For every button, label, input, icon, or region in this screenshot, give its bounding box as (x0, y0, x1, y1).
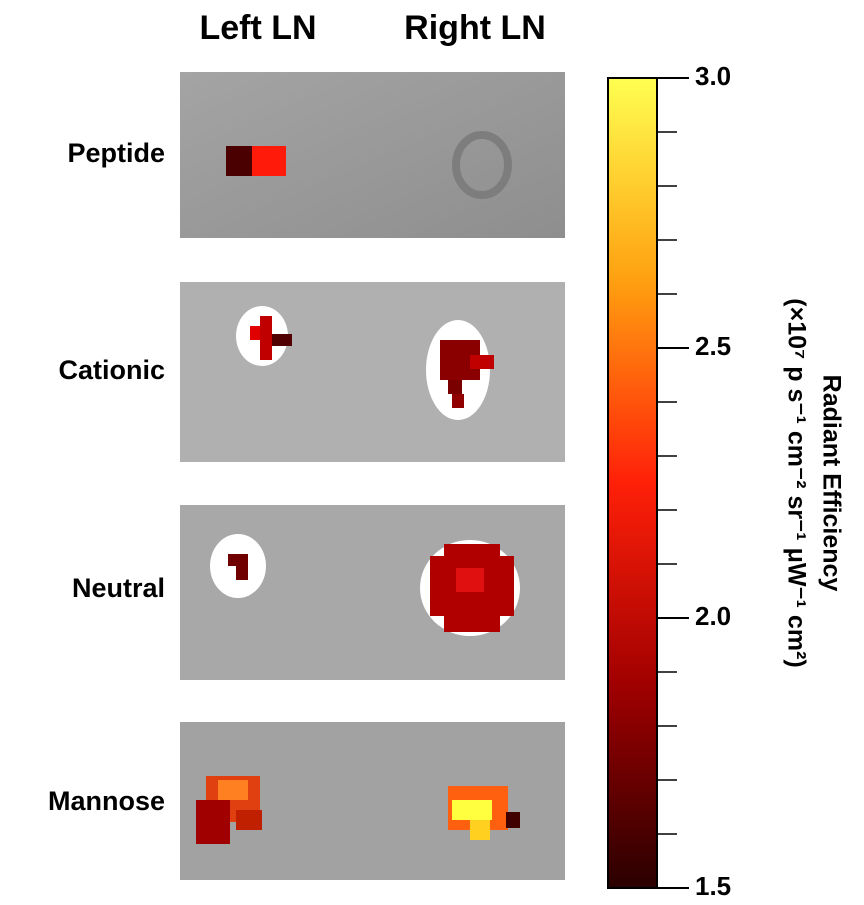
signal (448, 380, 462, 394)
row-label: Neutral (72, 573, 165, 603)
signal (452, 394, 464, 408)
figure: Left LN Right LN (0, 0, 864, 905)
signal (236, 810, 262, 830)
column-header: Left LN (199, 9, 316, 47)
signal (506, 812, 520, 828)
signal (452, 800, 492, 820)
signal (456, 568, 484, 592)
tick-label: 3.0 (695, 61, 731, 91)
tick-label: 2.5 (695, 331, 731, 361)
tick-label: 1.5 (695, 871, 731, 901)
signal (470, 355, 494, 369)
tick-label: 2.0 (695, 601, 731, 631)
image-panel (180, 282, 565, 462)
colorbar (608, 78, 657, 888)
signal (236, 566, 248, 580)
row-label: Peptide (67, 138, 165, 168)
signal (228, 554, 248, 566)
signal (252, 146, 286, 176)
row-label: Mannose (48, 786, 165, 816)
panels (180, 72, 565, 880)
colorbar-title: (×10⁷ p s⁻¹ cm⁻² sr⁻¹ μW⁻¹ cm²) (782, 298, 810, 667)
row-label: Cationic (58, 355, 165, 385)
signal (470, 820, 490, 840)
signal (196, 800, 230, 844)
signal (272, 334, 292, 346)
signal (260, 316, 272, 360)
signal (218, 780, 248, 800)
column-header: Right LN (404, 9, 546, 47)
colorbar-title: Radiant Efficiency (817, 375, 845, 592)
signal (226, 146, 252, 176)
